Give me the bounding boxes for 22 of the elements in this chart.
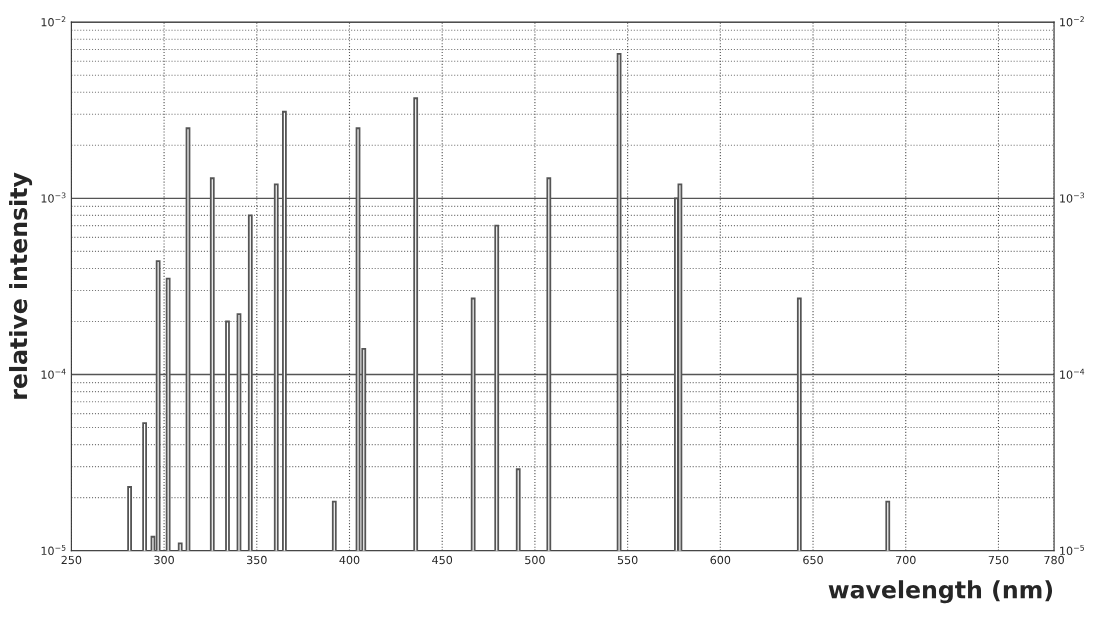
x-tick-label: 600 — [710, 555, 731, 565]
x-tick-label: 400 — [339, 555, 360, 565]
x-tick-label: 250 — [61, 555, 82, 565]
y-tick-label: 10$^{−5}$ — [41, 544, 66, 556]
x-tick-label: 300 — [154, 555, 174, 565]
text: 10$^{−5}$ — [1060, 544, 1084, 556]
text: 10$^{−3}$ — [1060, 192, 1085, 203]
text: 10$^{−2}$ — [1060, 16, 1084, 27]
x-tick-label: 650 — [803, 555, 823, 565]
x-tick-label: 450 — [432, 555, 453, 565]
y-tick-label: 10$^{−3}$ — [41, 192, 66, 203]
text: 10$^{−4}$ — [1060, 368, 1085, 379]
y-tick-label: 10$^{−2}$ — [41, 16, 66, 27]
x-tick-label: 550 — [617, 555, 638, 565]
x-tick-label: 700 — [896, 555, 916, 565]
x-tick-label: 500 — [525, 555, 545, 565]
y-axis-title: relative intensity — [9, 172, 33, 399]
x-tick-label: 750 — [988, 555, 1009, 565]
x-tick-label: 350 — [247, 555, 267, 565]
x-axis-title: wavelength (nm) — [828, 580, 1053, 604]
x-tick-label: 780 — [1044, 555, 1064, 565]
y-tick-label: 10$^{−4}$ — [41, 368, 66, 379]
